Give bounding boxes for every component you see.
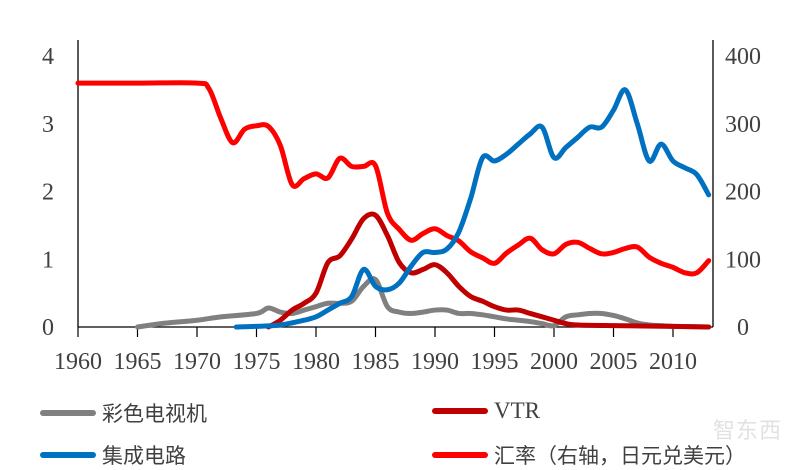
y-left-tick-label: 3 bbox=[42, 112, 54, 138]
series-line-exchange-rate bbox=[75, 80, 712, 277]
legend-item-ic: 集成电路 bbox=[40, 440, 186, 470]
x-tick-label: 2000 bbox=[530, 349, 578, 375]
x-tick-label: 2010 bbox=[649, 349, 697, 375]
legend-label: 汇率（右轴，日元兑美元） bbox=[494, 444, 746, 468]
legend-item-exchange-rate: 汇率（右轴，日元兑美元） bbox=[432, 440, 746, 470]
legend-label: 彩色电视机 bbox=[102, 402, 207, 426]
x-tick-label: 1990 bbox=[411, 349, 459, 375]
x-tick-label: 1995 bbox=[471, 349, 519, 375]
y-right-tick-label: 100 bbox=[725, 247, 761, 273]
y-right-tick-label: 0 bbox=[737, 315, 749, 341]
y-left-tick-label: 4 bbox=[42, 44, 54, 70]
x-tick-label: 1980 bbox=[292, 349, 340, 375]
legend-label: 集成电路 bbox=[102, 444, 186, 468]
x-tick-label: 1975 bbox=[233, 349, 281, 375]
x-tick-label: 2005 bbox=[590, 349, 638, 375]
y-right-tick-label: 300 bbox=[725, 112, 761, 138]
x-tick-label: 1965 bbox=[114, 349, 162, 375]
y-left-tick-label: 1 bbox=[42, 247, 54, 273]
y-left-tick-label: 0 bbox=[42, 315, 54, 341]
series-line-vtr bbox=[265, 211, 712, 330]
x-tick-label: 1960 bbox=[54, 349, 102, 375]
legend-label: VTR bbox=[494, 398, 540, 423]
series-line-ic bbox=[233, 87, 712, 330]
legend-swatch bbox=[40, 410, 96, 416]
legend-item-color-tv: 彩色电视机 bbox=[40, 398, 207, 428]
legend-item-vtr: VTR bbox=[432, 398, 540, 424]
y-left-tick-label: 2 bbox=[42, 180, 54, 206]
y-right-tick-label: 200 bbox=[725, 180, 761, 206]
x-tick-label: 1985 bbox=[352, 349, 400, 375]
watermark-logo: 智东西 bbox=[712, 419, 782, 444]
legend-swatch bbox=[432, 408, 488, 414]
x-tick-label: 1970 bbox=[173, 349, 221, 375]
series-line-color-tv bbox=[135, 276, 712, 330]
y-right-tick-label: 400 bbox=[725, 44, 761, 70]
legend-swatch bbox=[432, 452, 488, 458]
legend-swatch bbox=[40, 452, 96, 458]
